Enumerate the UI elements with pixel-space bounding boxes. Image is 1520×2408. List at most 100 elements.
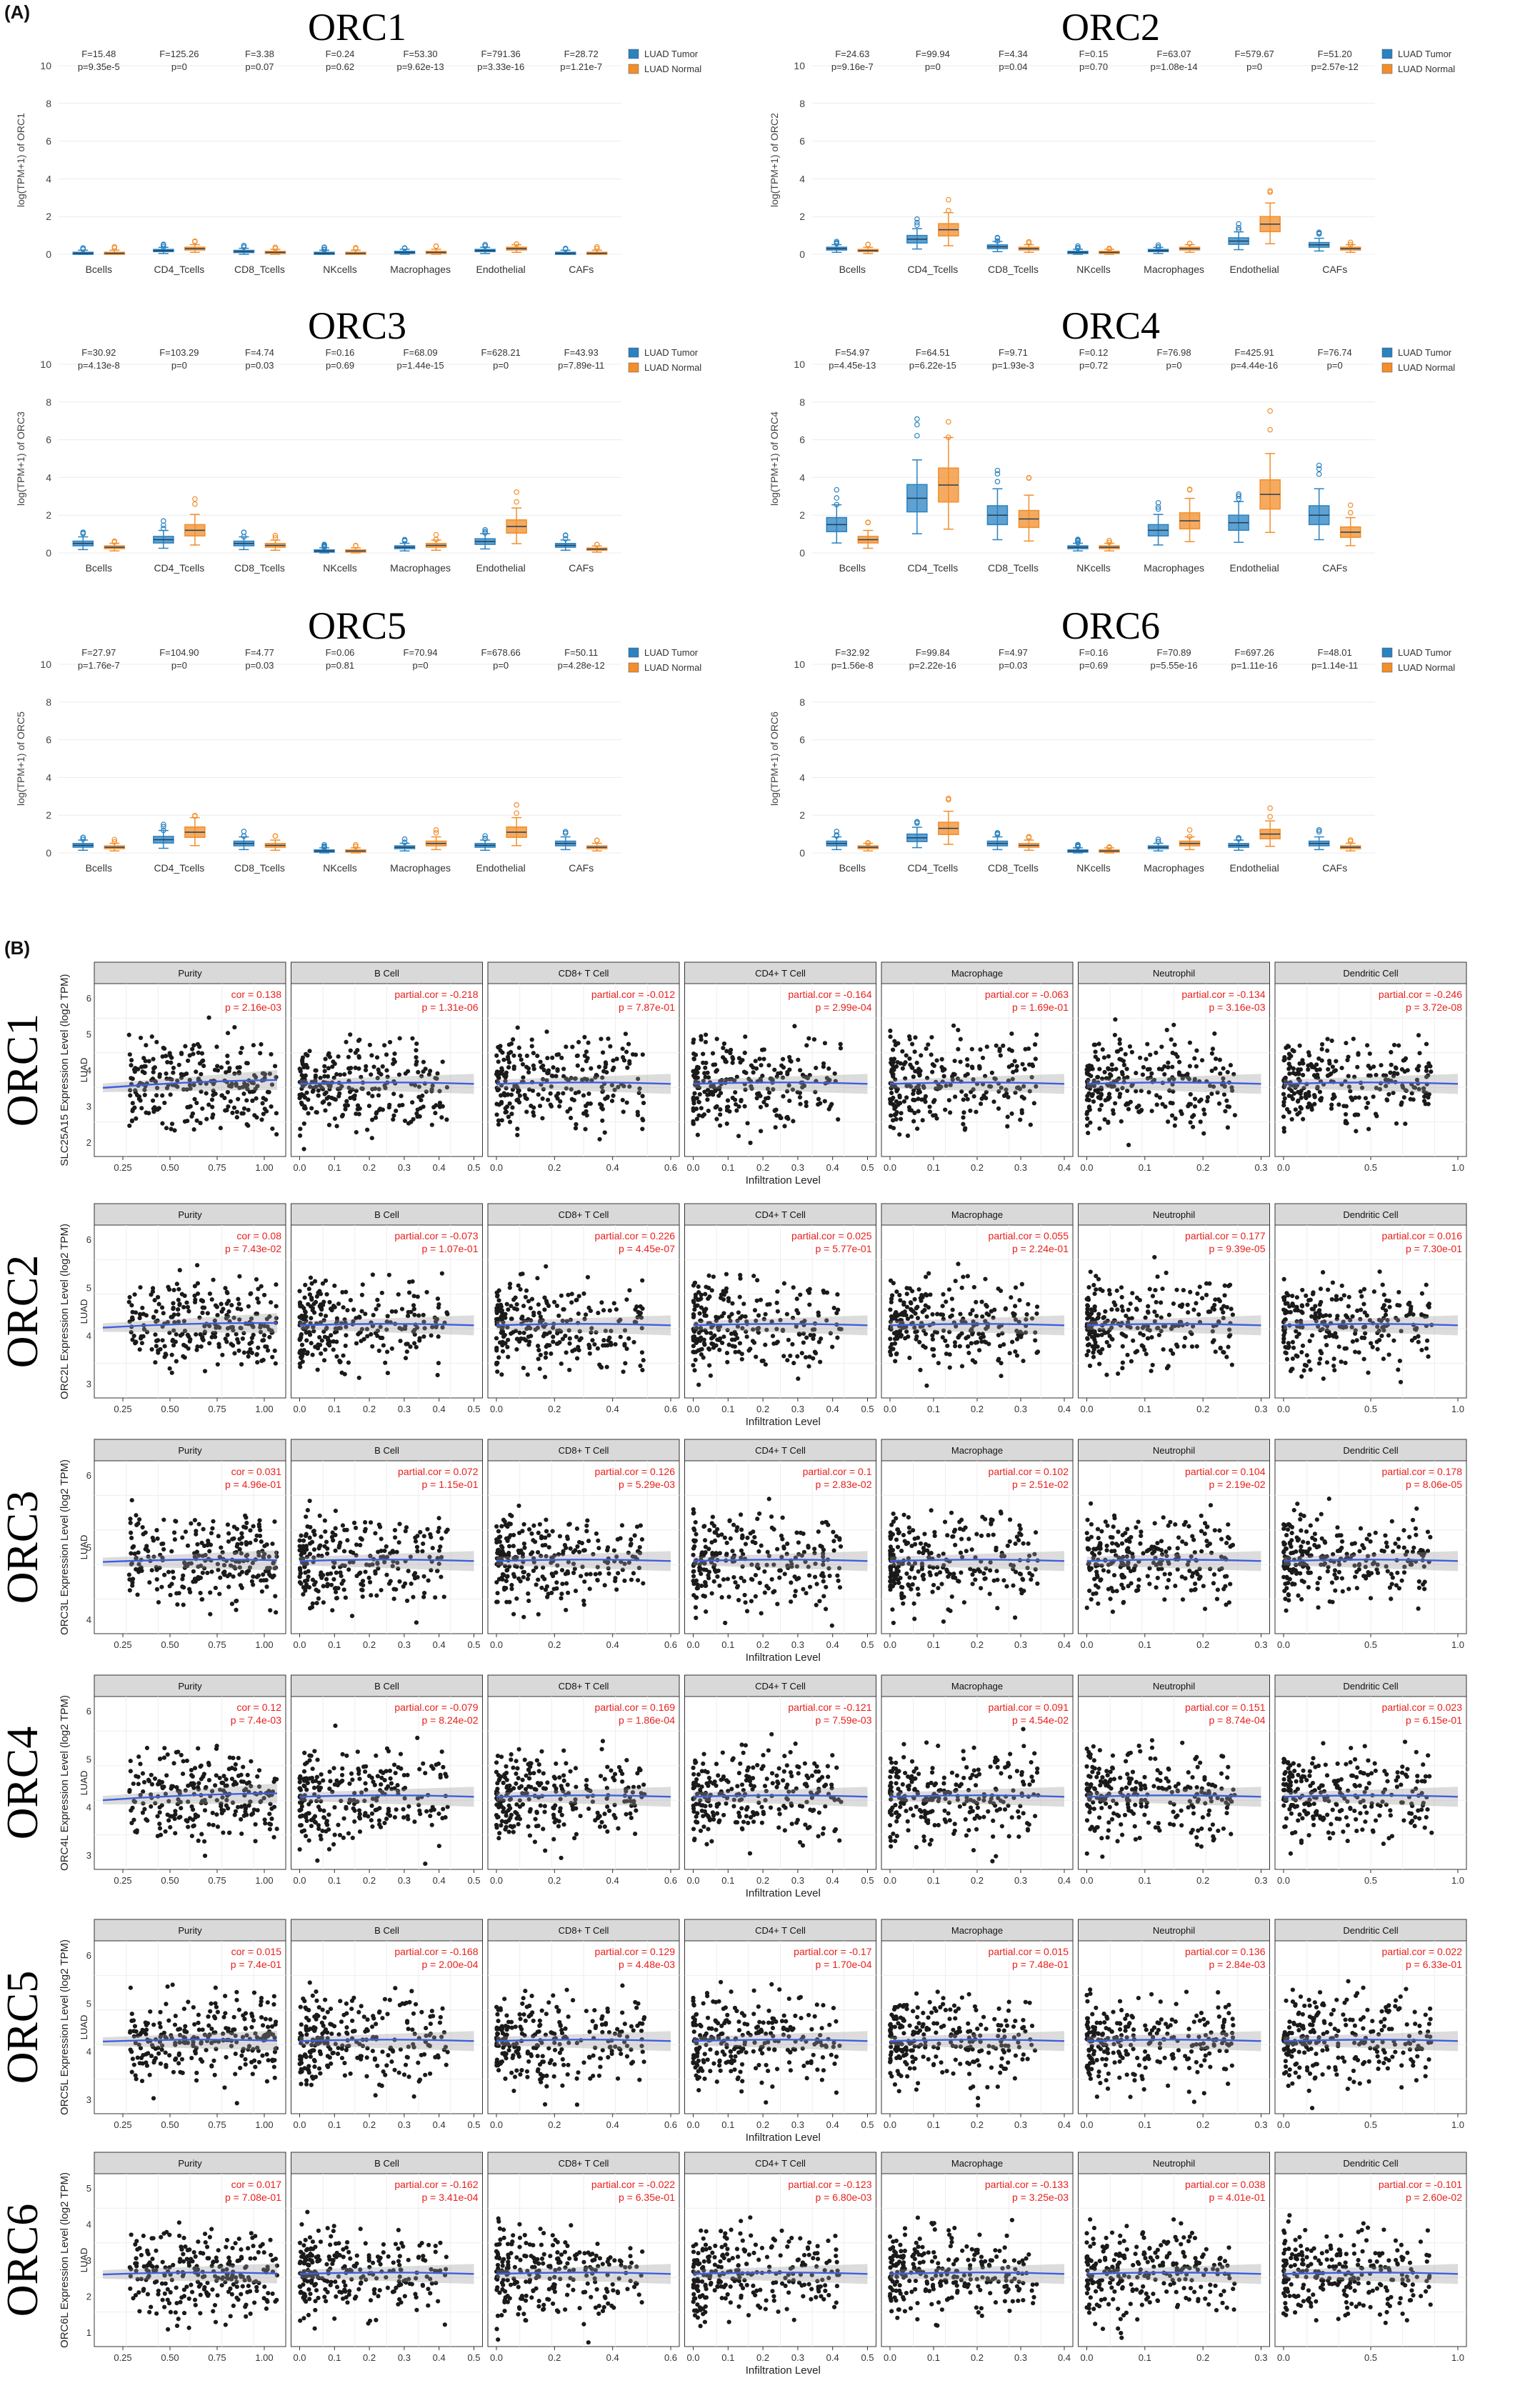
data-point — [251, 1043, 256, 1048]
data-point — [1363, 1096, 1369, 1101]
stat-f: F=791.36 — [481, 49, 520, 59]
stat-p: p=9.62e-13 — [396, 61, 444, 72]
data-point — [254, 1096, 259, 1101]
legend-label-tumor: LUAD Tumor — [1398, 647, 1452, 658]
box-tumor — [394, 245, 416, 255]
box-tumor — [1147, 836, 1169, 851]
data-point — [161, 1311, 166, 1316]
data-point — [530, 1088, 536, 1094]
data-point — [184, 1087, 189, 1092]
data-point — [607, 1308, 612, 1313]
data-point — [936, 1361, 941, 1366]
data-point — [1426, 1354, 1431, 1359]
data-point — [567, 1336, 572, 1341]
scatter-row-orc1: ORC1 SLC25A15 Expression Level (log2 TPM)… — [0, 961, 1467, 1186]
data-point — [1299, 1374, 1304, 1379]
data-point — [389, 1309, 394, 1314]
data-point — [181, 1354, 186, 1359]
data-point — [930, 1347, 935, 1352]
data-point — [336, 1086, 341, 1091]
data-point — [232, 1025, 237, 1030]
data-point — [1391, 1042, 1397, 1048]
data-point — [1299, 1304, 1305, 1309]
data-point — [232, 1071, 237, 1076]
data-point — [378, 1335, 383, 1340]
x-tick-label: CD4_Tcells — [154, 862, 204, 874]
data-point — [603, 1064, 608, 1070]
data-point — [509, 1111, 514, 1116]
data-point — [1367, 1051, 1372, 1056]
data-point — [376, 1303, 381, 1308]
legend-label-tumor: LUAD Tumor — [644, 347, 699, 358]
data-point — [1013, 1285, 1019, 1290]
outlier — [192, 812, 198, 819]
data-point — [1317, 1302, 1322, 1307]
data-point — [528, 1306, 533, 1311]
outlier — [1186, 241, 1193, 246]
data-point — [1426, 1304, 1431, 1309]
data-point — [435, 1372, 440, 1378]
data-point — [186, 1058, 191, 1064]
data-point — [370, 1094, 375, 1099]
data-point — [537, 1104, 543, 1109]
data-point — [343, 1103, 348, 1108]
data-point — [606, 1036, 611, 1041]
data-point — [891, 1095, 896, 1100]
data-point — [1012, 1059, 1017, 1064]
data-point — [156, 1302, 161, 1307]
outlier — [272, 532, 279, 539]
data-point — [888, 1307, 893, 1312]
data-point — [1128, 1301, 1133, 1307]
data-point — [614, 1307, 619, 1312]
data-point — [899, 1312, 904, 1317]
data-point — [1304, 1363, 1309, 1368]
legend-swatch-tumor — [1381, 49, 1393, 59]
data-point — [175, 1084, 180, 1089]
outlier — [562, 532, 569, 539]
x-tick-label: 0.0 — [1080, 1404, 1093, 1414]
data-point — [766, 1063, 771, 1068]
data-point — [175, 1078, 180, 1084]
data-point — [155, 1107, 160, 1112]
x-tick-label: 0.0 — [686, 1162, 699, 1173]
data-point — [1163, 1104, 1168, 1109]
data-point — [444, 1085, 449, 1090]
data-point — [576, 1089, 581, 1094]
data-point — [1204, 1281, 1209, 1286]
data-point — [514, 1347, 519, 1352]
data-point — [344, 1099, 349, 1104]
box-tumor — [314, 541, 335, 554]
stat-cor: cor = 0.08 — [236, 1230, 281, 1242]
stat-p: p=4.45e-13 — [829, 360, 876, 371]
x-tick-label: CD8_Tcells — [988, 264, 1039, 275]
data-point — [627, 1288, 632, 1293]
data-point — [531, 1110, 536, 1115]
data-point — [417, 1338, 422, 1343]
data-point — [535, 1054, 540, 1059]
data-point — [1145, 1309, 1151, 1314]
data-point — [1146, 1090, 1151, 1095]
data-point — [303, 1282, 308, 1287]
data-point — [199, 1071, 204, 1076]
data-point — [1334, 1297, 1339, 1302]
data-point — [523, 1294, 529, 1299]
data-point — [526, 1070, 531, 1075]
data-point — [156, 1350, 161, 1355]
data-point — [1409, 1338, 1414, 1343]
data-point — [1125, 1352, 1130, 1357]
data-point — [1308, 1367, 1313, 1372]
data-point — [624, 1297, 629, 1302]
data-point — [536, 1344, 541, 1349]
data-point — [240, 1336, 245, 1342]
data-point — [1096, 1041, 1101, 1046]
y-tick-label: 3 — [86, 1101, 91, 1112]
outlier — [433, 829, 439, 836]
data-point — [724, 1350, 730, 1356]
data-point — [624, 1100, 629, 1105]
data-point — [298, 1126, 303, 1131]
data-point — [1201, 1131, 1206, 1136]
data-point — [895, 1059, 900, 1065]
data-point — [898, 1116, 904, 1121]
x-tick-label: CD4_Tcells — [154, 562, 204, 574]
